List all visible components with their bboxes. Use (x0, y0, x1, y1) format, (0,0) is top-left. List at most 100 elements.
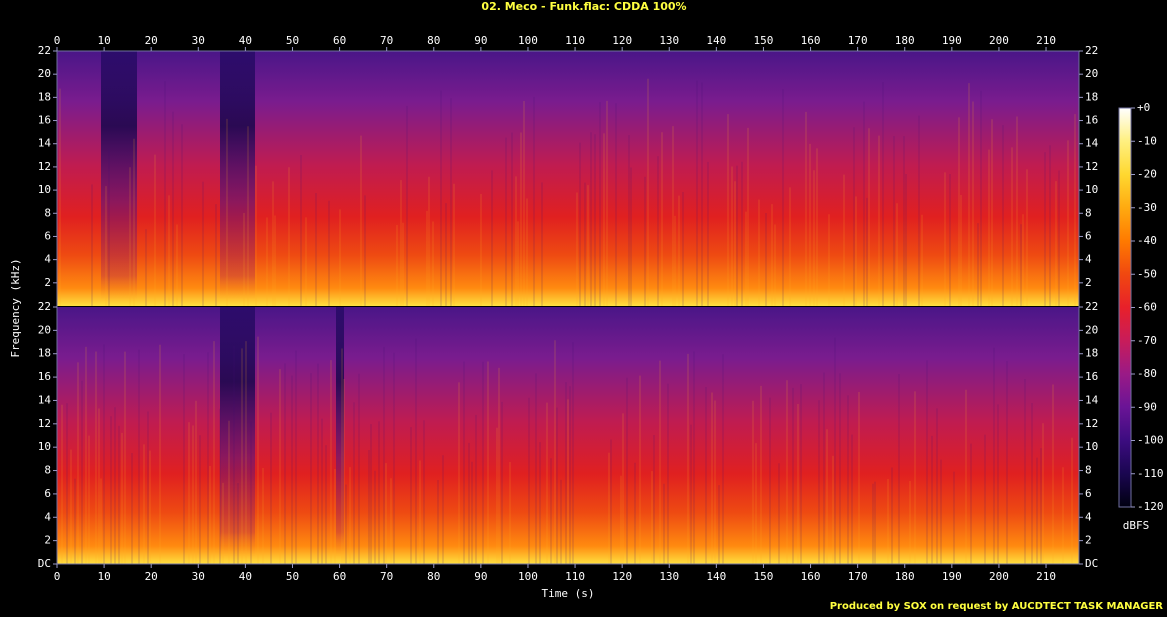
colorbar (1118, 107, 1132, 508)
x-tick-label: 90 (474, 34, 487, 47)
quiet-band (220, 307, 255, 557)
y-tick-label: 6 (1085, 229, 1092, 242)
y-tick-label: 16 (38, 114, 51, 127)
y-tick-label: 6 (44, 487, 51, 500)
y-tick-label: 18 (1085, 347, 1098, 360)
x-tick-label: 80 (427, 570, 440, 583)
y-tick-label: 18 (38, 347, 51, 360)
quiet-band (220, 51, 255, 301)
y-tick-label: 16 (1085, 370, 1098, 383)
x-tick-label: 190 (942, 34, 962, 47)
y-tick-label: 8 (44, 206, 51, 219)
colorbar-tick-label: -110 (1137, 467, 1164, 480)
x-tick-label: 160 (801, 34, 821, 47)
colorbar-tick-label: -60 (1137, 301, 1157, 314)
quiet-band (101, 51, 137, 301)
y-tick-label: 12 (1085, 160, 1098, 173)
x-tick-label: 110 (565, 34, 585, 47)
y-tick-label: DC (38, 557, 51, 570)
y-tick-label: 10 (1085, 440, 1098, 453)
colorbar-tick-label: -80 (1137, 367, 1157, 380)
y-tick-label: 20 (1085, 67, 1098, 80)
x-tick-label: 210 (1036, 34, 1056, 47)
y-tick-label: 18 (38, 90, 51, 103)
x-tick-label: 60 (333, 34, 346, 47)
colorbar-tick-label: -50 (1137, 267, 1157, 280)
y-tick-label: 6 (1085, 487, 1092, 500)
y-tick-label: 22 (1085, 44, 1098, 57)
x-tick-label: 0 (54, 34, 61, 47)
x-tick-label: 110 (565, 570, 585, 583)
x-tick-label: 200 (989, 570, 1009, 583)
x-tick-label: 80 (427, 34, 440, 47)
x-tick-label: 180 (895, 34, 915, 47)
x-tick-label: 120 (612, 34, 632, 47)
x-tick-label: 90 (474, 570, 487, 583)
y-tick-label: 10 (38, 440, 51, 453)
x-tick-label: 190 (942, 570, 962, 583)
y-tick-label: 18 (1085, 90, 1098, 103)
y-tick-label: 14 (1085, 393, 1099, 406)
x-tick-label: 180 (895, 570, 915, 583)
x-tick-label: 150 (754, 34, 774, 47)
y-tick-label: 22 (38, 44, 51, 57)
x-tick-label: 40 (239, 34, 252, 47)
colorbar-label: dBFS (1123, 519, 1150, 532)
y-tick-label: 4 (44, 253, 51, 266)
y-tick-label: 12 (38, 417, 51, 430)
y-tick-label: 12 (38, 160, 51, 173)
x-axis-label: Time (s) (542, 587, 595, 600)
y-tick-label: 16 (1085, 114, 1098, 127)
colorbar-tick-label: -40 (1137, 234, 1157, 247)
y-tick-label: 4 (1085, 253, 1092, 266)
x-tick-label: 200 (989, 34, 1009, 47)
x-tick-label: 100 (518, 570, 538, 583)
y-tick-label: 2 (1085, 534, 1092, 547)
colorbar-tick-label: -30 (1137, 201, 1157, 214)
y-tick-label: 16 (38, 370, 51, 383)
colorbar-tick-label: -70 (1137, 334, 1157, 347)
x-tick-label: 10 (97, 34, 110, 47)
texture (59, 78, 1076, 564)
y-tick-label: 2 (44, 534, 51, 547)
colorbar-tick-label: -90 (1137, 400, 1157, 413)
y-tick-label: 22 (1085, 300, 1098, 313)
y-tick-label: 20 (1085, 323, 1098, 336)
x-tick-label: 70 (380, 570, 393, 583)
x-tick-label: 210 (1036, 570, 1056, 583)
x-tick-label: 120 (612, 570, 632, 583)
x-tick-label: 170 (848, 34, 868, 47)
x-tick-label: 50 (286, 34, 299, 47)
y-tick-label: 4 (1085, 510, 1092, 523)
x-tick-label: 60 (333, 570, 346, 583)
x-tick-label: 10 (97, 570, 110, 583)
colorbar-tick-label: +0 (1137, 101, 1150, 114)
y-tick-label: 8 (44, 464, 51, 477)
y-tick-label: 6 (44, 229, 51, 242)
x-tick-label: 20 (145, 34, 158, 47)
y-tick-label: DC (1085, 557, 1098, 570)
x-tick-label: 130 (659, 570, 679, 583)
x-tick-label: 160 (801, 570, 821, 583)
x-tick-label: 20 (145, 570, 158, 583)
y-tick-label: 2 (44, 276, 51, 289)
spectrum-bottom (57, 307, 1079, 564)
y-tick-label: 4 (44, 510, 51, 523)
y-tick-label: 22 (38, 300, 51, 313)
y-tick-label: 20 (38, 67, 51, 80)
footer: Produced by SOX on request by AUCDTECT T… (830, 601, 1164, 612)
y-tick-label: 14 (1085, 137, 1099, 150)
spectrum (57, 51, 1079, 306)
x-tick-label: 130 (659, 34, 679, 47)
y-tick-label: 10 (38, 183, 51, 196)
x-tick-label: 140 (706, 34, 726, 47)
y-axis-label: Frequency (kHz) (9, 258, 22, 357)
x-tick-label: 170 (848, 570, 868, 583)
x-tick-label: 30 (192, 570, 205, 583)
x-tick-label: 70 (380, 34, 393, 47)
y-tick-label: 8 (1085, 206, 1092, 219)
colorbar-tick-label: -120 (1137, 500, 1164, 513)
y-tick-label: 8 (1085, 464, 1092, 477)
